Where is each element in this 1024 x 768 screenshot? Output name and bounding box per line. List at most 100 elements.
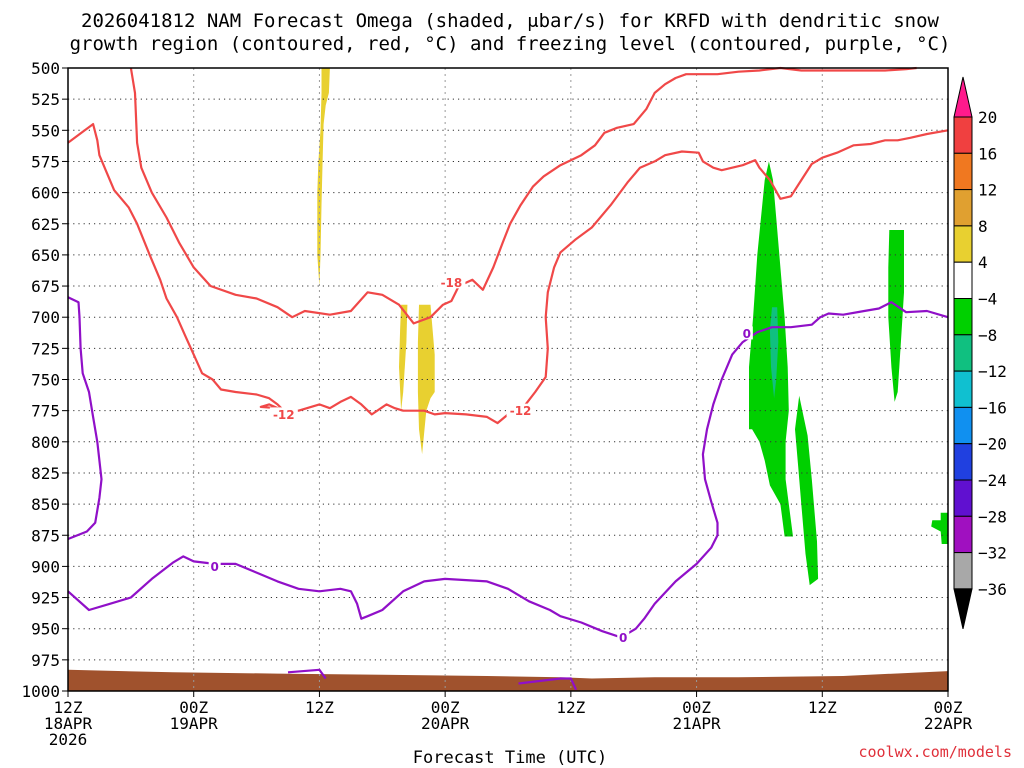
- x-tick-label: 00Z: [179, 698, 208, 717]
- colorbar-label: −20: [978, 435, 1007, 454]
- y-tick-label: 750: [31, 371, 60, 390]
- colorbar-label: −24: [978, 471, 1007, 490]
- contour-label: 0: [743, 327, 751, 341]
- x-tick-label: 12Z: [54, 698, 83, 717]
- colorbar: 20 16 12 8 4 −4 −8 −12 −16 −20 −24 −28 −32 −36: [953, 76, 1007, 630]
- chart-title-line-2: growth region (contoured, red, °C) and f…: [70, 33, 951, 55]
- contour-label-layer: -18 -12 -12 0 0 0: [208, 275, 753, 645]
- x-tick-label: 19APR: [170, 714, 219, 733]
- contour-label-bg: [617, 630, 630, 644]
- colorbar-bottom-arrow: [953, 588, 973, 630]
- omega-shade-region-7: [931, 512, 948, 544]
- colorbar-top-arrow: [953, 76, 973, 118]
- omega-shade-region-1: [399, 304, 408, 411]
- x-tick-label: 2026: [49, 730, 88, 749]
- colorbar-segment: [953, 479, 973, 517]
- omega-shade-region-2: [417, 304, 435, 455]
- contour-label: -18: [441, 276, 463, 290]
- colorbar-label: −12: [978, 362, 1007, 381]
- colorbar-segment: [953, 370, 973, 408]
- y-tick-label: 775: [31, 402, 60, 421]
- chart-title-line-1: 2026041812 NAM Forecast Omega (shaded, μ…: [81, 10, 939, 32]
- omega-shade-region-4: [795, 395, 819, 586]
- y-tick-label: 575: [31, 152, 60, 171]
- x-tick-label: 00Z: [682, 698, 711, 717]
- colorbar-segment: [953, 515, 973, 554]
- contour-freezing-level-lower: [67, 301, 949, 639]
- x-tick-label: 21APR: [672, 714, 721, 733]
- colorbar-segment: [953, 406, 973, 445]
- x-tick-label: 22APR: [924, 714, 973, 733]
- colorbar-segment: [953, 298, 973, 336]
- omega-shade-region-6: [888, 230, 904, 402]
- x-tick-label: 00Z: [431, 698, 460, 717]
- colorbar-label: −32: [978, 544, 1007, 563]
- y-tick-label: 975: [31, 651, 60, 670]
- colorbar-segment: [953, 225, 973, 263]
- contour-label: -12: [273, 408, 295, 422]
- y-tick-label: 525: [31, 90, 60, 109]
- omega-shade-region-5: [769, 307, 779, 399]
- colorbar-segment: [953, 334, 973, 372]
- colorbar-segment: [953, 261, 973, 300]
- y-tick-label: 550: [31, 121, 60, 140]
- y-tick-label: 675: [31, 277, 60, 296]
- y-tick-label: 950: [31, 620, 60, 639]
- colorbar-segment: [953, 443, 973, 481]
- colorbar-label: 16: [978, 144, 997, 163]
- terrain-layer: [68, 669, 948, 691]
- colorbar-label: −8: [978, 326, 997, 345]
- y-tick-label: 850: [31, 495, 60, 514]
- y-tick-label: 875: [31, 526, 60, 545]
- colorbar-label: 4: [978, 253, 988, 272]
- x-tick-label: 20APR: [421, 714, 470, 733]
- colorbar-label: 20: [978, 108, 997, 127]
- contour-label-bg: [506, 403, 535, 417]
- colorbar-segment: [953, 552, 973, 590]
- contour-label-bg: [208, 559, 221, 573]
- terrain-fill: [68, 669, 948, 691]
- contour-label: 0: [619, 631, 627, 645]
- y-tick-label: 700: [31, 308, 60, 327]
- y-tick-label: 725: [31, 339, 60, 358]
- y-tick-label: 500: [31, 59, 60, 78]
- y-tick-label: 600: [31, 184, 60, 203]
- colorbar-label: −28: [978, 507, 1007, 526]
- x-tick-label: 12Z: [808, 698, 837, 717]
- contour-label-bg: [740, 326, 753, 340]
- y-tick-label: 625: [31, 215, 60, 234]
- colorbar-segment: [953, 189, 973, 227]
- omega-shade-region-0: [317, 68, 330, 286]
- y-tick-label: 650: [31, 246, 60, 265]
- colorbar-label: 12: [978, 181, 997, 200]
- colorbar-segment: [953, 116, 973, 154]
- colorbar-label: −16: [978, 398, 1007, 417]
- colorbar-label: −4: [978, 290, 997, 309]
- y-tick-label: 800: [31, 433, 60, 452]
- contour-freezing-level-surface-2: [518, 677, 578, 691]
- x-tick-label: 00Z: [934, 698, 963, 717]
- x-axis-label: Forecast Time (UTC): [413, 748, 607, 768]
- credit-text: coolwx.com/models: [858, 743, 1012, 761]
- y-axis-ticks: 500 525 550 575 600 625 650 675 700 725 750 775 800 8…: [21, 59, 68, 701]
- y-tick-label: 1000: [21, 682, 60, 701]
- x-tick-label: 12Z: [305, 698, 334, 717]
- contour-label: -12: [510, 404, 532, 418]
- contour-layer: [67, 66, 949, 691]
- contour-label-bg: [269, 407, 298, 421]
- colorbar-label: 8: [978, 217, 988, 236]
- contour-label-bg: [437, 275, 466, 289]
- colorbar-label: −36: [978, 580, 1007, 599]
- contour-freezing-level-surface: [287, 668, 327, 680]
- contour-freezing-level-upper: [67, 296, 103, 541]
- x-tick-label: 18APR: [44, 714, 93, 733]
- y-tick-label: 925: [31, 589, 60, 608]
- contour-dgz-warm-edge: [67, 122, 949, 425]
- y-tick-label: 900: [31, 557, 60, 576]
- y-tick-label: 825: [31, 464, 60, 483]
- x-tick-label: 12Z: [556, 698, 585, 717]
- contour-dgz-cold-edge: [129, 66, 917, 325]
- contour-label: 0: [210, 560, 218, 574]
